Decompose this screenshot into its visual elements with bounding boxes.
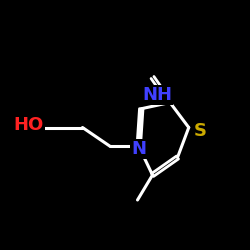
Text: HO: HO: [14, 116, 44, 134]
Text: NH: NH: [142, 86, 172, 104]
Text: S: S: [194, 122, 206, 140]
Text: N: N: [131, 140, 146, 158]
